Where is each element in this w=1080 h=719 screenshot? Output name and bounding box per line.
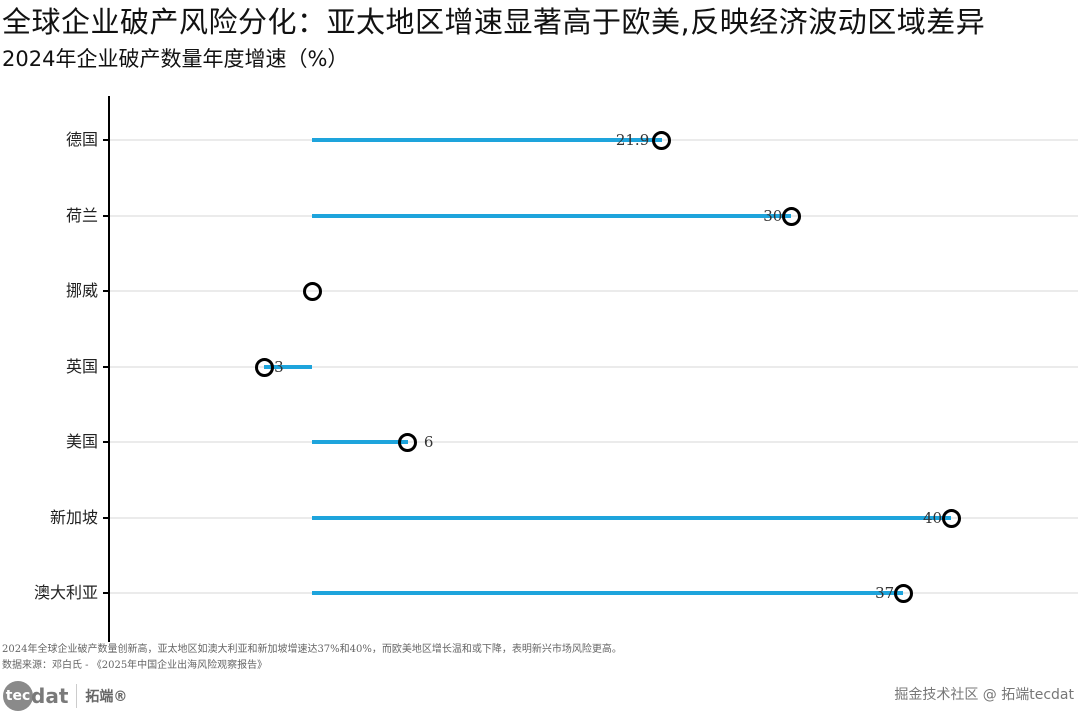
category-label: 新加坡 <box>49 507 98 527</box>
y-tick <box>103 214 109 217</box>
value-label: 40 <box>923 508 943 527</box>
lollipop-segment <box>312 138 662 142</box>
lollipop-segment <box>264 364 312 369</box>
logo-divider <box>76 684 78 708</box>
gridline <box>110 290 1078 292</box>
logo-text: dat <box>31 684 69 708</box>
category-label: 英国 <box>65 356 98 376</box>
y-tick <box>103 592 109 594</box>
lollipop-segment <box>312 591 904 595</box>
data-point-marker <box>781 206 801 226</box>
y-axis-line <box>108 96 110 642</box>
gridline <box>110 365 1078 368</box>
y-tick <box>103 290 109 292</box>
value-label: 30 <box>763 206 783 225</box>
y-tick <box>103 139 109 141</box>
data-point-marker <box>254 357 274 377</box>
brand-logo: tec dat 拓端® <box>3 680 127 712</box>
value-label: 37 <box>875 584 895 602</box>
value-label: 6 <box>423 433 434 451</box>
y-tick <box>103 365 109 368</box>
lollipop-segment <box>312 213 792 218</box>
source-note: 数据来源：邓白氏 - 《2025年中国企业出海风险观察报告》 <box>2 660 268 671</box>
lollipop-segment <box>312 515 951 520</box>
lollipop-segment <box>312 440 408 444</box>
chart-subtitle: 2024年企业破产数量年度增速（%） <box>2 47 349 71</box>
category-label: 挪威 <box>65 281 98 300</box>
category-label: 德国 <box>65 130 98 149</box>
data-point-marker <box>302 282 322 301</box>
data-point-marker <box>941 508 961 528</box>
category-label: 澳大利亚 <box>33 583 98 602</box>
logo-cn-text: 拓端® <box>85 689 128 705</box>
y-tick <box>103 441 109 443</box>
chart-title: 全球企业破产风险分化：亚太地区增速显著高于欧美,反映经济波动区域差异 <box>2 5 986 39</box>
logo-badge-icon: tec <box>3 681 33 711</box>
category-label: 荷兰 <box>65 205 98 225</box>
data-point-marker <box>398 433 418 452</box>
data-point-marker <box>893 584 913 603</box>
caption-note: 2024年全球企业破产数量创新高，亚太地区如澳大利亚和新加坡增速达37%和40%… <box>2 644 622 655</box>
category-label: 美国 <box>65 432 98 451</box>
value-label: 3 <box>274 357 284 376</box>
watermark: 掘金技术社区 @ 拓端tecdat <box>894 687 1074 703</box>
y-tick <box>103 516 109 519</box>
data-point-marker <box>652 131 672 150</box>
gridline <box>110 441 1078 443</box>
value-label: 21.9 <box>615 131 650 149</box>
